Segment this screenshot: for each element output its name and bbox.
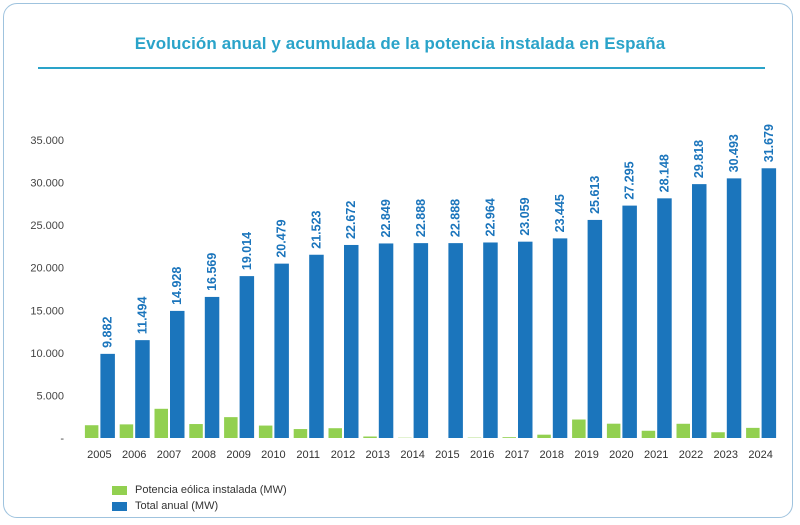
x-tick-label-2006: 2006 [122, 449, 146, 461]
chart-title: Evolución anual y acumulada de la potenc… [134, 34, 666, 53]
legend-swatch-total [112, 501, 127, 511]
data-label-total-2015: 22.888 [449, 199, 463, 237]
legend-item-potencia: Potencia eólica instalada (MW) [112, 482, 287, 498]
bar-potencia-2006 [119, 424, 134, 438]
data-label-total-2020: 27.295 [623, 161, 637, 199]
bar-total-2006 [135, 340, 150, 438]
bar-total-2011 [309, 254, 324, 438]
bar-total-2013 [378, 243, 394, 438]
x-tick-label-2023: 2023 [714, 449, 738, 461]
x-tick-label-2010: 2010 [261, 449, 285, 461]
bar-total-2012 [344, 244, 359, 438]
data-label-total-2005: 9.882 [101, 317, 115, 348]
bar-total-2016 [483, 242, 498, 438]
bar-total-2015 [448, 243, 463, 438]
bar-potencia-2020 [606, 423, 621, 438]
data-label-total-2019: 25.613 [588, 176, 602, 214]
bar-potencia-2021 [641, 430, 656, 438]
bar-potencia-2022 [676, 423, 690, 438]
data-label-total-2009: 19.014 [240, 232, 254, 270]
bar-potencia-2007 [154, 408, 168, 438]
data-label-total-2008: 16.569 [205, 253, 219, 291]
bar-total-2010 [274, 263, 289, 438]
data-label-total-2017: 23.059 [518, 197, 532, 235]
bar-potencia-2024 [746, 427, 760, 438]
bar-potencia-2017 [502, 437, 516, 438]
bar-total-2008 [204, 296, 220, 438]
data-label-total-2023: 30.493 [727, 134, 741, 172]
y-tick-label: 20.000 [30, 263, 64, 275]
y-tick-label: 35.000 [30, 135, 64, 147]
data-label-total-2021: 28.148 [657, 154, 671, 192]
data-label-total-2014: 22.888 [414, 199, 428, 237]
bar-total-2019 [587, 219, 603, 438]
bar-potencia-2012 [328, 428, 342, 438]
bar-potencia-2013 [363, 436, 377, 438]
legend-label-potencia: Potencia eólica instalada (MW) [135, 484, 287, 496]
legend: Potencia eólica instalada (MW) Total anu… [112, 482, 287, 514]
bar-total-2024 [761, 168, 777, 438]
bar-total-2021 [657, 198, 672, 438]
bar-total-2018 [552, 238, 568, 438]
bar-total-2007 [170, 310, 185, 438]
x-tick-label-2005: 2005 [87, 449, 111, 461]
data-label-total-2024: 31.679 [762, 124, 776, 162]
x-tick-label-2017: 2017 [505, 449, 529, 461]
x-tick-label-2008: 2008 [192, 449, 216, 461]
x-tick-label-2019: 2019 [574, 449, 598, 461]
bar-total-2014 [413, 243, 429, 438]
data-label-total-2013: 22.849 [379, 199, 393, 237]
x-tick-label-2020: 2020 [609, 449, 633, 461]
x-tick-label-2012: 2012 [331, 449, 355, 461]
legend-item-total: Total anual (MW) [112, 498, 287, 514]
data-label-total-2007: 14.928 [170, 267, 184, 305]
x-tick-label-2014: 2014 [400, 449, 424, 461]
x-tick-label-2015: 2015 [435, 449, 459, 461]
bar-total-2020 [622, 205, 637, 438]
legend-swatch-potencia [112, 485, 127, 495]
data-label-total-2010: 20.479 [275, 219, 289, 257]
bar-total-2022 [692, 184, 707, 438]
x-tick-label-2011: 2011 [296, 449, 320, 461]
bar-potencia-2019 [572, 419, 586, 438]
bar-potencia-2010 [258, 425, 273, 438]
x-tick-label-2016: 2016 [470, 449, 494, 461]
x-tick-label-2024: 2024 [748, 449, 772, 461]
x-tick-label-2022: 2022 [679, 449, 703, 461]
y-tick-label: - [60, 433, 64, 445]
y-tick-label: 25.000 [30, 220, 64, 232]
y-tick-label: 5.000 [36, 390, 64, 402]
bar-total-2023 [726, 178, 742, 438]
title-divider [38, 67, 765, 69]
x-tick-label-2013: 2013 [366, 449, 390, 461]
bar-total-2017 [518, 241, 533, 438]
bar-total-2009 [239, 276, 255, 438]
bar-total-2005 [100, 353, 115, 438]
data-label-total-2011: 21.523 [309, 210, 323, 248]
bar-potencia-2018 [537, 434, 551, 438]
bar-potencia-2005 [84, 425, 99, 438]
legend-label-total: Total anual (MW) [135, 500, 219, 512]
y-tick-label: 15.000 [30, 305, 64, 317]
data-label-total-2016: 22.964 [483, 198, 497, 236]
data-label-total-2018: 23.445 [553, 194, 567, 232]
data-label-total-2012: 22.672 [344, 201, 358, 239]
bar-potencia-2023 [711, 432, 725, 438]
x-tick-label-2007: 2007 [157, 449, 181, 461]
data-label-total-2006: 11.494 [135, 297, 149, 335]
bar-potencia-2009 [224, 417, 238, 438]
x-tick-label-2018: 2018 [540, 449, 564, 461]
bar-potencia-2008 [189, 424, 203, 438]
x-tick-label-2009: 2009 [226, 449, 250, 461]
y-tick-label: 30.000 [30, 178, 64, 190]
data-label-total-2022: 29.818 [692, 140, 706, 178]
y-tick-label: 10.000 [30, 348, 64, 360]
x-tick-label-2021: 2021 [644, 449, 668, 461]
bar-potencia-2011 [293, 429, 308, 438]
